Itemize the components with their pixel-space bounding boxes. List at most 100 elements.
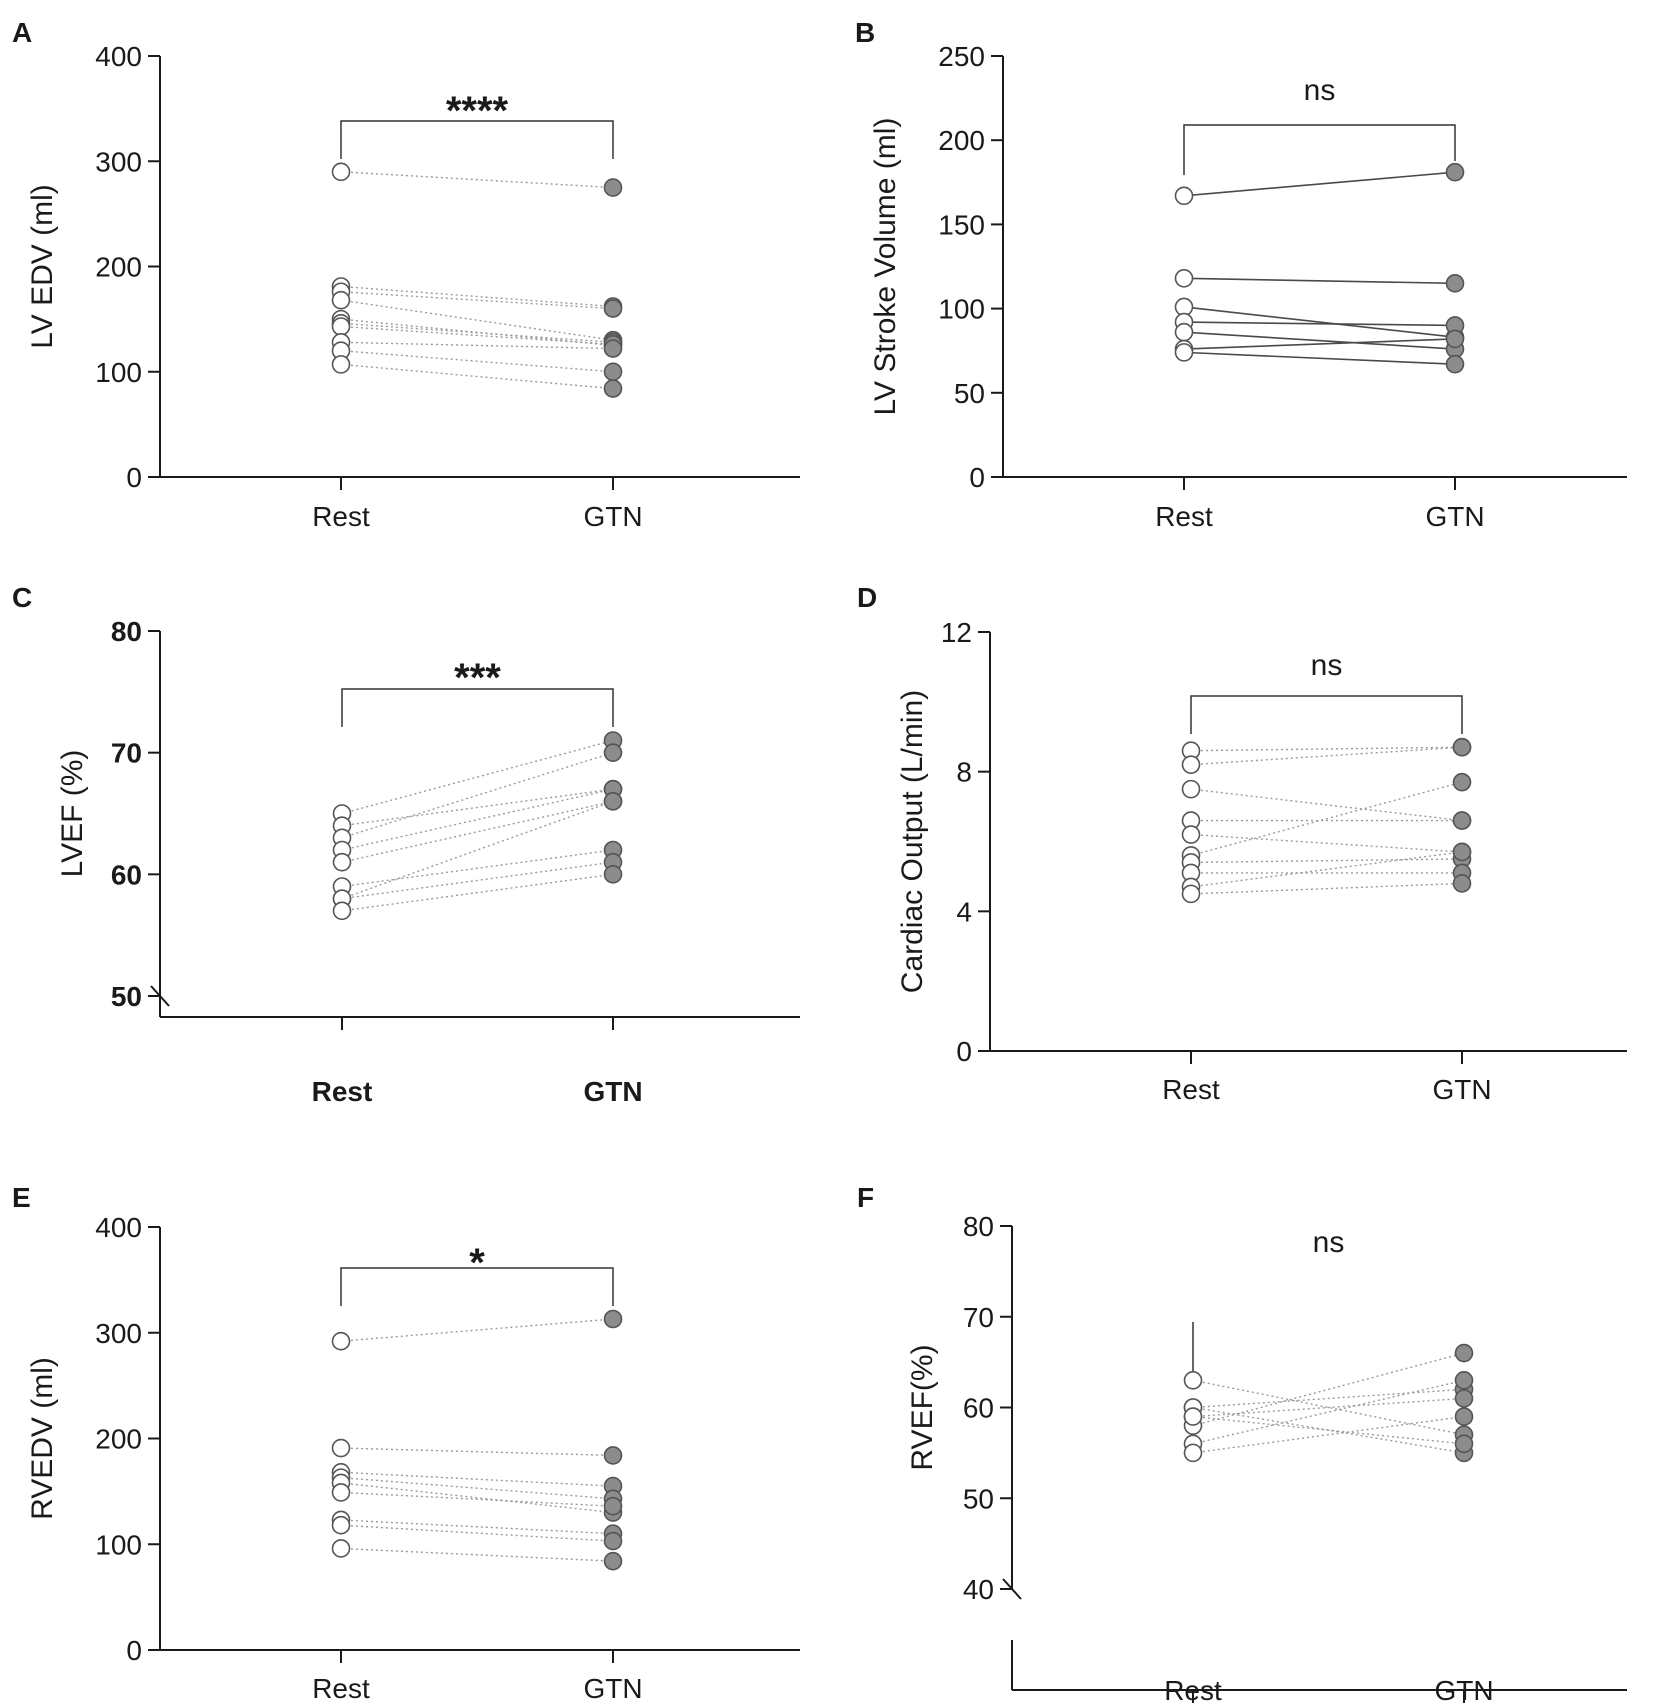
y-tick-label: 400 (95, 1212, 142, 1243)
y-axis-label: LV Stroke Volume (ml) (869, 118, 902, 416)
rest-point (1174, 186, 1194, 206)
paired-line (340, 1447, 614, 1457)
bracket-line (340, 120, 614, 159)
y-tick-label: 70 (963, 1302, 994, 1333)
paired-line (1190, 851, 1463, 888)
paired-line (340, 1547, 614, 1562)
rest-point (1181, 755, 1201, 774)
chart-panel-c: C 50 60 70 80 Rest GTN LVEF (%) *** (12, 582, 800, 1107)
gtn-point (1452, 772, 1472, 792)
paired-line (1183, 321, 1456, 327)
paired-line (341, 788, 614, 851)
y-tick-label: 0 (956, 1036, 972, 1067)
rest-point (331, 1483, 351, 1502)
y-tick-label: 250 (938, 41, 985, 72)
y-tick-label: 4 (956, 896, 972, 927)
x-tick-label: GTN (1425, 501, 1484, 532)
rest-point (331, 317, 351, 336)
significance-label: ns (1304, 74, 1336, 107)
paired-line (1192, 1388, 1465, 1409)
y-tick-label: 60 (111, 859, 142, 890)
paired-line (341, 739, 614, 815)
gtn-point (603, 362, 623, 382)
paired-line (341, 751, 614, 839)
gtn-point (603, 299, 623, 318)
paired-line (1183, 277, 1456, 285)
rest-point (1181, 779, 1201, 799)
rest-point (331, 355, 351, 374)
x-tick-label: GTN (1434, 1675, 1493, 1704)
rest-point (1183, 1443, 1203, 1463)
paired-line (340, 1491, 614, 1507)
y-tick-label: 150 (938, 209, 985, 240)
paired-line (1183, 171, 1456, 197)
paired-line (340, 341, 614, 350)
paired-line (340, 1519, 614, 1535)
gtn-point (1454, 1389, 1474, 1408)
rest-point (1174, 268, 1194, 288)
rest-point (331, 1515, 351, 1535)
rest-point (332, 852, 352, 872)
x-tick-label: Rest (312, 1673, 370, 1704)
paired-line (1183, 331, 1456, 350)
chart-panel-e: E 0 100 200 300 400 Rest GTN RVEDV (ml) * (12, 1182, 800, 1704)
gtn-point (603, 379, 623, 398)
paired-line (1183, 306, 1456, 339)
gtn-point (1445, 329, 1465, 349)
paired-line (340, 291, 614, 310)
x-tick-label: GTN (583, 501, 642, 532)
panel-letter: F (857, 1182, 874, 1213)
panel-letter: D (857, 582, 877, 613)
x-tick-label: Rest (312, 501, 370, 532)
y-tick-label: 100 (95, 1529, 142, 1560)
significance-bracket (340, 120, 614, 159)
significance-label: * (469, 1241, 485, 1285)
y-tick-label: 0 (126, 462, 142, 493)
paired-line (341, 800, 614, 863)
paired-line (1192, 1352, 1465, 1427)
gtn-point (1452, 842, 1472, 862)
paired-line (1190, 788, 1463, 822)
y-tick-label: 50 (111, 981, 142, 1012)
y-axis-label: Cardiac Output (L/min) (896, 690, 929, 993)
x-tick-label: GTN (583, 1076, 642, 1107)
paired-line (1190, 746, 1463, 752)
paired-line (340, 1476, 614, 1500)
paired-line (340, 325, 614, 346)
gtn-point (603, 792, 623, 811)
rest-point (1181, 825, 1201, 844)
y-tick-label: 300 (95, 146, 142, 177)
x-tick-label: Rest (312, 1076, 373, 1107)
bracket-line (1183, 124, 1456, 175)
y-tick-label: 12 (941, 617, 972, 648)
significance-bracket (340, 1267, 614, 1306)
significance-bracket (341, 688, 614, 727)
significance-bracket (1183, 124, 1456, 175)
paired-line (1192, 1379, 1465, 1445)
gtn-point (1454, 1370, 1474, 1390)
gtn-point (1454, 1343, 1474, 1363)
chart-panel-b: B 0 50 100 150 200 250 Rest GTN LV Stroke Volume … (855, 17, 1627, 532)
paired-line (340, 363, 614, 390)
paired-line (1190, 858, 1463, 864)
y-tick-label: 70 (111, 738, 142, 769)
y-tick-label: 300 (95, 1318, 142, 1349)
rest-point (331, 1438, 351, 1458)
paired-line (340, 171, 614, 189)
bracket-line (340, 1267, 614, 1306)
rest-point (331, 162, 351, 182)
rest-point (1174, 343, 1194, 362)
y-axis-label: RVEDV (ml) (26, 1357, 59, 1520)
y-tick-label: 400 (95, 41, 142, 72)
bracket-line (341, 688, 614, 727)
y-tick-label: 100 (938, 294, 985, 325)
y-tick-label: 60 (963, 1393, 994, 1424)
x-tick-label: Rest (1162, 1074, 1220, 1105)
paired-line (341, 849, 614, 888)
rest-point (1174, 322, 1194, 342)
y-tick-label: 200 (95, 1424, 142, 1455)
significance-label: ns (1313, 1226, 1345, 1259)
paired-line (1183, 338, 1456, 350)
significance-bracket (1190, 695, 1463, 734)
chart-panel-a: A 0 100 200 300 400 Rest GTN LV EDV (ml) **** (12, 17, 800, 532)
